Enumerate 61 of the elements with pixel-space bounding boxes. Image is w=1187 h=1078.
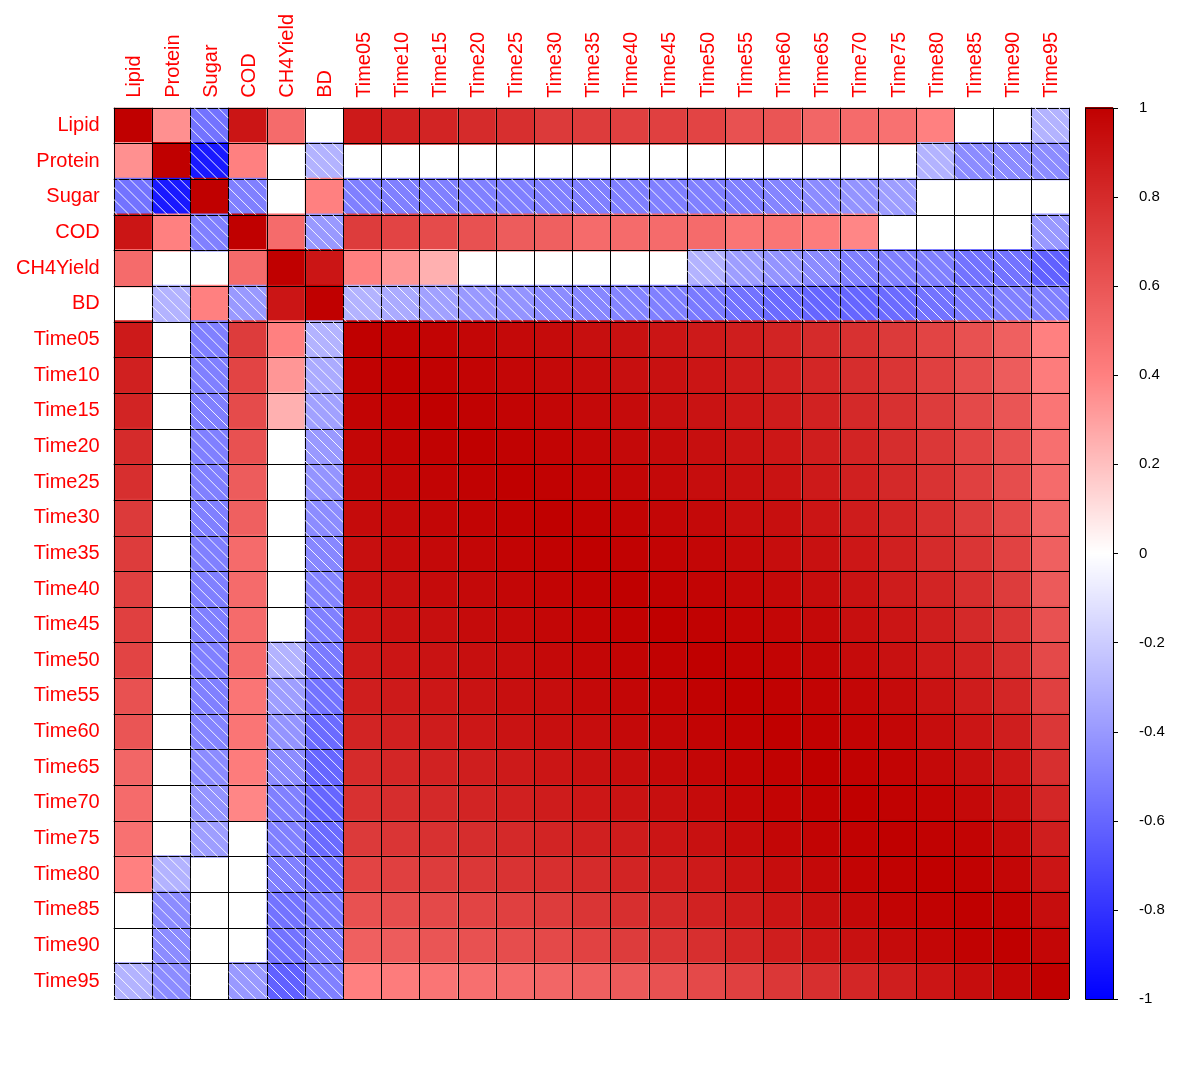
y-tick-label: Sugar bbox=[46, 184, 101, 207]
y-tick-label: Time90 bbox=[33, 933, 100, 956]
x-tick-label: Time20 bbox=[466, 31, 489, 98]
x-tick-label: Time35 bbox=[580, 31, 603, 98]
color-bar-label: 0 bbox=[1139, 543, 1148, 561]
x-tick-label: Time75 bbox=[886, 31, 909, 98]
x-tick-label: Time45 bbox=[657, 31, 680, 98]
color-bar-label: 1 bbox=[1139, 97, 1148, 115]
y-tick-label: Time25 bbox=[33, 469, 100, 492]
color-bar-label: -0.8 bbox=[1139, 900, 1165, 918]
x-tick-label: Protein bbox=[160, 34, 183, 98]
y-tick-label: Time85 bbox=[33, 897, 100, 920]
y-tick-label: Time30 bbox=[33, 505, 100, 528]
x-tick-label: Lipid bbox=[122, 55, 145, 98]
x-tick-label: Sugar bbox=[198, 44, 221, 98]
y-tick-label: Time70 bbox=[33, 790, 100, 813]
y-tick-label: Time45 bbox=[33, 612, 100, 635]
x-tick-label: Time05 bbox=[351, 31, 374, 98]
y-tick-label: Time55 bbox=[33, 683, 100, 706]
x-tick-label: Time15 bbox=[428, 31, 451, 98]
y-tick-label: Time95 bbox=[33, 968, 100, 991]
y-tick-label: Lipid bbox=[57, 113, 100, 136]
x-tick-label: Time65 bbox=[810, 31, 833, 98]
y-tick-label: Time15 bbox=[33, 398, 100, 421]
y-tick-label: Time05 bbox=[33, 326, 100, 349]
x-tick-label: Time55 bbox=[733, 31, 756, 98]
y-tick-label: BD bbox=[71, 291, 100, 314]
x-tick-label: CH4Yield bbox=[275, 13, 298, 98]
y-tick-label: Time75 bbox=[33, 826, 100, 849]
y-tick-label: Time35 bbox=[33, 540, 100, 563]
y-tick-label: Time10 bbox=[33, 362, 100, 385]
x-tick-label: Time70 bbox=[848, 31, 871, 98]
y-tick-label: Time60 bbox=[33, 719, 100, 742]
y-tick-label: COD bbox=[55, 220, 100, 243]
y-tick-label: Time65 bbox=[33, 754, 100, 777]
x-tick-label: Time95 bbox=[1039, 31, 1062, 98]
color-bar-label: -0.4 bbox=[1139, 721, 1165, 739]
color-bar-label: 0.6 bbox=[1139, 276, 1160, 294]
x-tick-label: Time80 bbox=[924, 31, 947, 98]
y-tick-label: Time20 bbox=[33, 433, 100, 456]
y-tick-label: Time50 bbox=[33, 647, 100, 670]
color-bar-label: -1 bbox=[1139, 989, 1153, 1007]
color-bar-label: -0.6 bbox=[1139, 810, 1165, 828]
x-tick-label: Time40 bbox=[619, 31, 642, 98]
x-tick-label: COD bbox=[236, 53, 259, 98]
x-tick-label: Time30 bbox=[542, 31, 565, 98]
x-tick-label: Time60 bbox=[771, 31, 794, 98]
color-bar-label: 0.4 bbox=[1139, 365, 1160, 383]
color-bar-label: 0.2 bbox=[1139, 454, 1160, 472]
y-tick-label: Protein bbox=[36, 148, 100, 171]
color-bar-label: -0.2 bbox=[1139, 632, 1165, 650]
x-tick-label: Time90 bbox=[1001, 31, 1024, 98]
x-tick-label: Time10 bbox=[389, 31, 412, 98]
y-tick-label: Time80 bbox=[33, 861, 100, 884]
y-tick-label: CH4Yield bbox=[15, 255, 100, 278]
color-bar-label: 0.8 bbox=[1139, 187, 1160, 205]
x-tick-label: Time85 bbox=[962, 31, 985, 98]
x-tick-label: BD bbox=[313, 69, 336, 98]
x-tick-label: Time25 bbox=[504, 31, 527, 98]
x-tick-label: Time50 bbox=[695, 31, 718, 98]
y-tick-label: Time40 bbox=[33, 576, 100, 599]
